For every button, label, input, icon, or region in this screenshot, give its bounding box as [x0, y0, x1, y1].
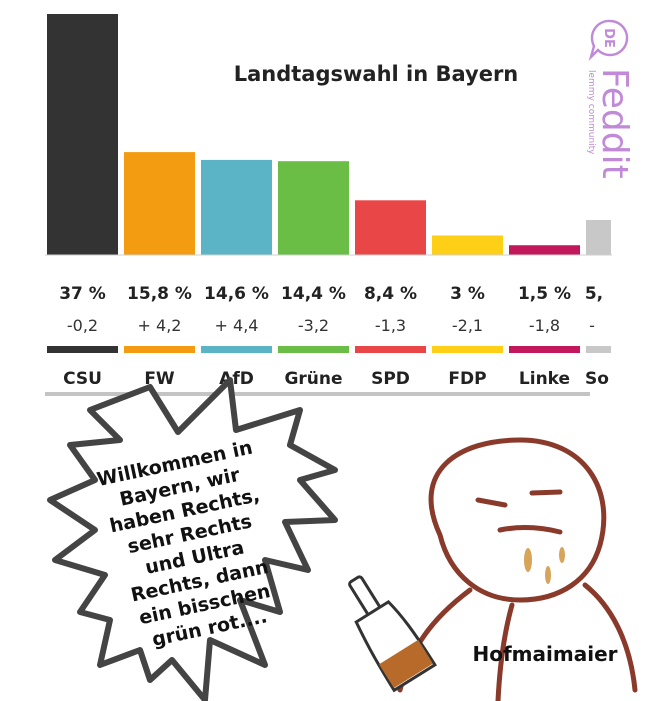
feddit-name: Feddit	[594, 68, 635, 179]
change-label-afd: + 4,4	[215, 316, 259, 335]
change-label-fw: + 4,2	[138, 316, 182, 335]
bar-fw	[124, 152, 195, 255]
speech-bubble	[47, 377, 338, 701]
eyes	[475, 489, 563, 508]
change-label-so: -	[589, 316, 595, 335]
bar-so	[586, 220, 611, 255]
swatch-fw	[124, 346, 195, 353]
feddit-subtitle: lemmy community	[586, 70, 596, 155]
head-outline	[428, 437, 607, 603]
bottle-icon	[348, 575, 437, 693]
drool-drops	[524, 547, 565, 584]
swatch-gr-ne	[278, 346, 349, 353]
feddit-logo: DE Feddit lemmy community	[586, 19, 635, 179]
bar-fdp	[432, 235, 503, 255]
swatch-linke	[509, 346, 580, 353]
change-label-linke: -1,8	[529, 316, 560, 335]
change-label-spd: -1,3	[375, 316, 406, 335]
value-label-linke: 1,5 %	[518, 284, 571, 304]
feddit-badge-text: DE	[601, 28, 616, 48]
character-illustration	[397, 437, 638, 701]
value-label-so: 5,	[585, 284, 603, 304]
party-label-fw: FW	[144, 369, 175, 389]
bar-afd	[201, 159, 272, 255]
swatch-spd	[355, 346, 426, 353]
change-label-csu: -0,2	[67, 316, 98, 335]
swatch-fdp	[432, 346, 503, 353]
swatch-so	[586, 346, 611, 353]
value-label-afd: 14,6 %	[204, 284, 269, 304]
edge-mask	[612, 200, 659, 400]
party-label-gr-ne: Grüne	[284, 369, 342, 389]
bar-spd	[355, 200, 426, 255]
party-label-spd: SPD	[371, 369, 410, 389]
swatch-afd	[201, 346, 272, 353]
bars-group	[47, 14, 611, 255]
arm-right	[582, 582, 638, 693]
feddit-badge-icon: DE	[588, 19, 629, 62]
value-label-fdp: 3 %	[450, 284, 485, 304]
change-labels-group: -0,2 + 4,2 + 4,4 -3,2 -1,3 -2,1 -1,8 -	[67, 316, 595, 335]
party-label-fdp: FDP	[448, 369, 486, 389]
value-label-spd: 8,4 %	[364, 284, 417, 304]
party-label-csu: CSU	[63, 369, 102, 389]
value-label-gr-ne: 14,4 %	[281, 284, 346, 304]
change-label-fdp: -2,1	[452, 316, 483, 335]
change-label-gr-ne: -3,2	[298, 316, 329, 335]
value-label-fw: 15,8 %	[127, 284, 192, 304]
chart-title: Landtagswahl in Bayern	[234, 62, 519, 86]
party-label-linke: Linke	[519, 369, 570, 389]
bar-gr-ne	[278, 161, 349, 255]
value-label-csu: 37 %	[59, 284, 106, 304]
body-left	[495, 602, 515, 701]
mouth	[497, 525, 563, 535]
bar-linke	[509, 245, 580, 255]
character-name-caption: Hofmaimaier	[473, 642, 618, 666]
value-labels-group: 37 % 15,8 % 14,6 % 14,4 % 8,4 % 3 % 1,5 % 5,	[59, 284, 603, 304]
swatch-csu	[47, 346, 118, 353]
color-swatches-group	[47, 346, 611, 353]
bar-csu	[47, 14, 118, 255]
party-label-so: So	[585, 369, 609, 389]
